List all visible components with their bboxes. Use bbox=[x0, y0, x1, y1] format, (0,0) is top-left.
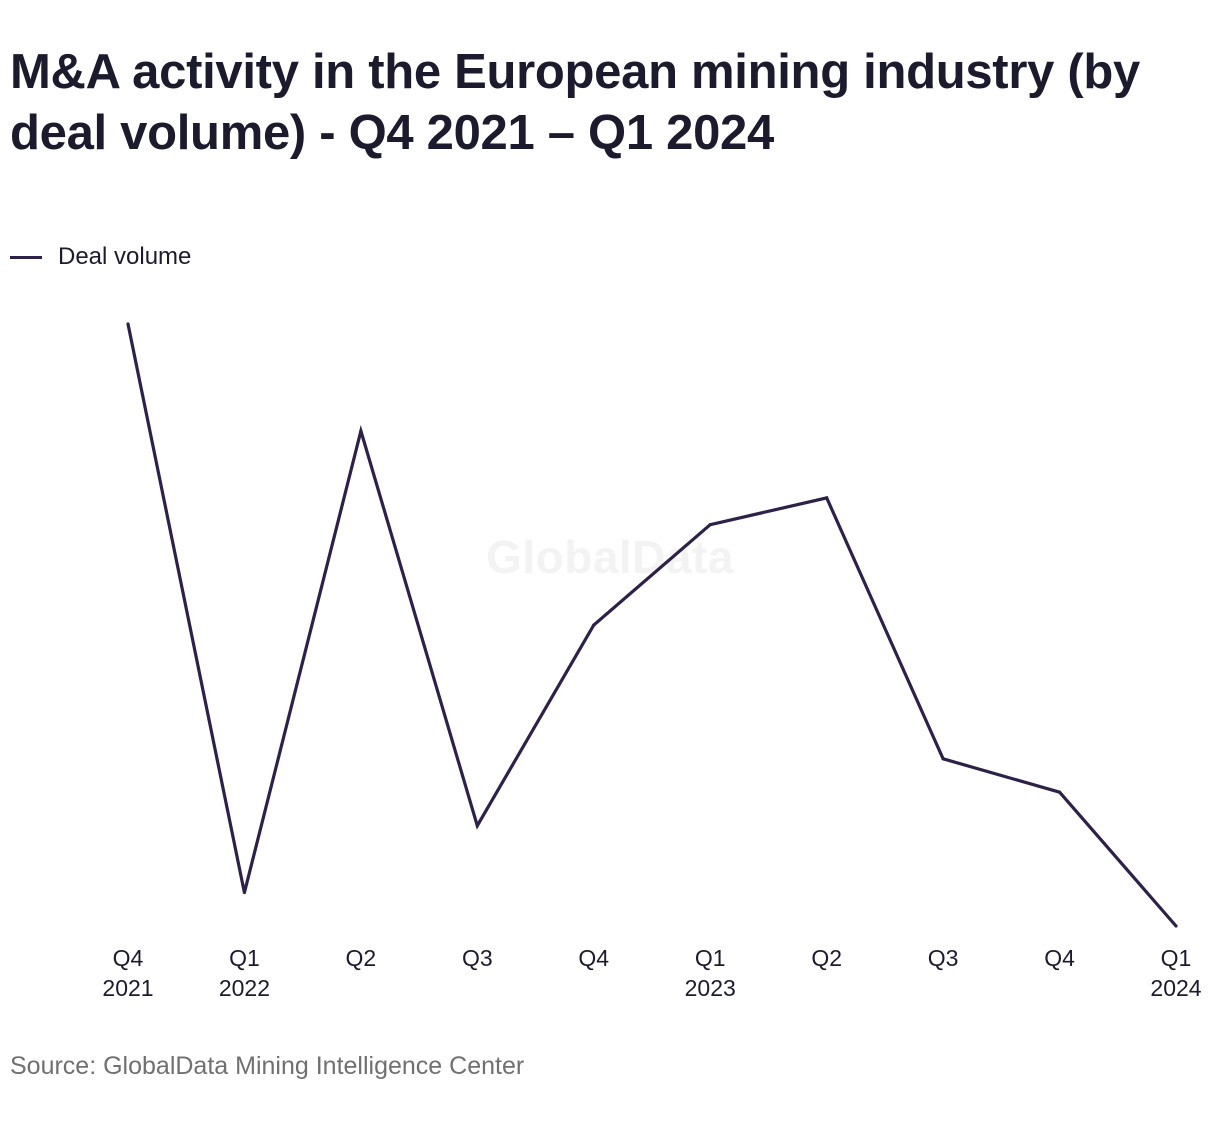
x-tick-label-year: 2023 bbox=[685, 975, 736, 1001]
data-point bbox=[1174, 924, 1178, 928]
x-tick-label-year: 2022 bbox=[219, 975, 270, 1001]
x-tick-label-quarter: Q1 bbox=[1161, 945, 1192, 971]
x-tick-label-quarter: Q3 bbox=[928, 945, 959, 971]
data-point bbox=[242, 890, 247, 895]
legend-label: Deal volume bbox=[58, 243, 192, 270]
x-tick-label-quarter: Q2 bbox=[811, 945, 842, 971]
watermark: GlobalData bbox=[486, 531, 734, 583]
data-point bbox=[359, 429, 363, 433]
x-tick-label-quarter: Q1 bbox=[695, 945, 726, 971]
data-point bbox=[941, 757, 945, 761]
legend-swatch bbox=[10, 255, 42, 259]
data-point bbox=[475, 824, 479, 828]
legend: Deal volume bbox=[10, 242, 191, 272]
data-point bbox=[592, 623, 596, 627]
x-tick-label-year: 2021 bbox=[102, 975, 153, 1001]
x-tick-label-quarter: Q2 bbox=[346, 945, 377, 971]
x-axis-ticks: Q4 2021 Q1 2022 Q2 Q3 Q4 Q1 2023 Q2 Q3 Q4 Q1 2024 bbox=[102, 945, 1201, 1001]
source-note: Source: GlobalData Mining Intelligence C… bbox=[10, 1052, 525, 1080]
x-tick-label-quarter: Q4 bbox=[578, 945, 609, 971]
series-line-deal-volume bbox=[126, 323, 1178, 928]
x-tick-label-quarter: Q3 bbox=[462, 945, 493, 971]
x-tick-label-year: 2024 bbox=[1150, 975, 1201, 1001]
data-point bbox=[708, 523, 712, 527]
x-tick-label-quarter: Q4 bbox=[113, 945, 144, 971]
x-tick-label-quarter: Q4 bbox=[1044, 945, 1075, 971]
x-tick-label-quarter: Q1 bbox=[229, 945, 260, 971]
chart-title: M&A activity in the European mining indu… bbox=[10, 45, 1140, 160]
series-group bbox=[126, 322, 1178, 928]
data-point bbox=[1057, 790, 1062, 794]
data-point bbox=[126, 322, 130, 326]
data-point bbox=[825, 496, 829, 500]
